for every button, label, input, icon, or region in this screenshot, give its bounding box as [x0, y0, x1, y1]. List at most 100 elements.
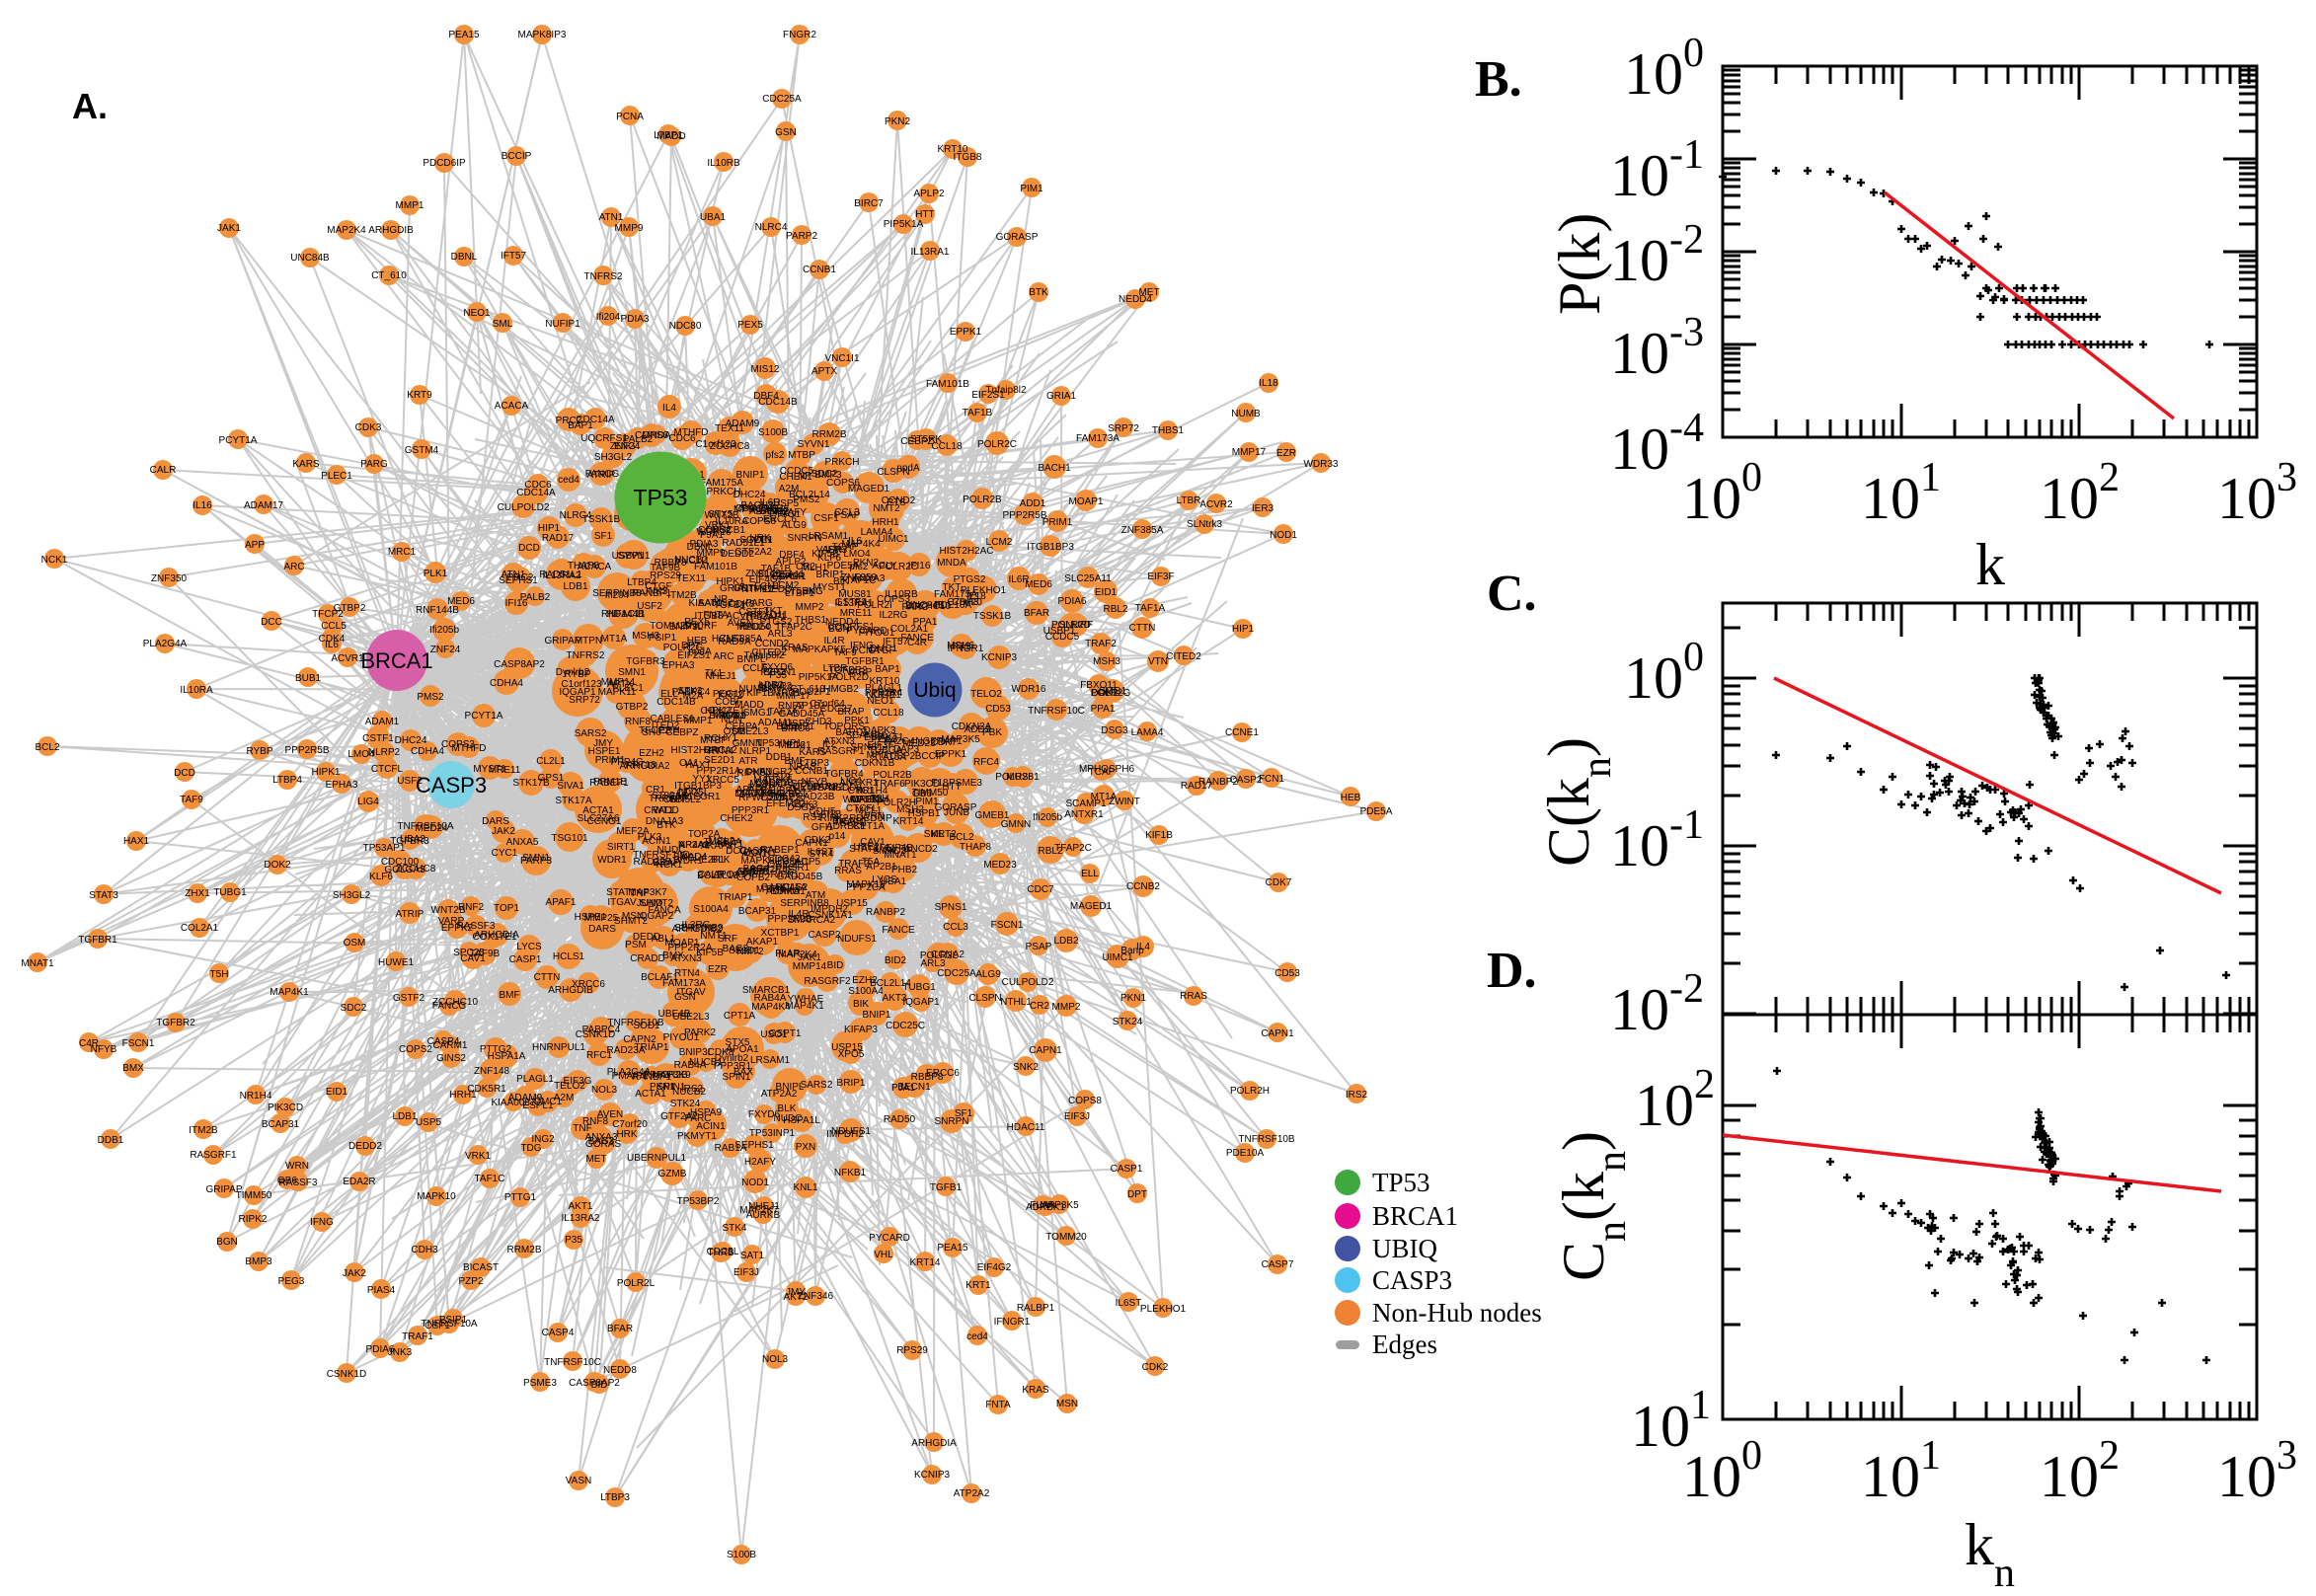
svg-text:RPS29: RPS29 — [650, 570, 681, 581]
svg-text:BCLAF1: BCLAF1 — [641, 972, 678, 983]
svg-text:PARG: PARG — [360, 459, 388, 470]
svg-text:IQGAP1: IQGAP1 — [559, 687, 596, 698]
svg-text:PEA15: PEA15 — [448, 30, 480, 40]
svg-text:HRH1: HRH1 — [449, 1090, 477, 1101]
svg-text:SML: SML — [493, 319, 513, 330]
svg-text:PABPC4: PABPC4 — [672, 687, 711, 698]
svg-text:ADAM17: ADAM17 — [244, 500, 283, 511]
svg-text:HSPE1: HSPE1 — [588, 746, 621, 757]
svg-text:ZNF385A: ZNF385A — [1121, 525, 1164, 536]
svg-text:GTBP2: GTBP2 — [616, 702, 649, 713]
svg-text:KIFAP3: KIFAP3 — [844, 1025, 878, 1035]
svg-text:WRN: WRN — [285, 1161, 309, 1172]
svg-text:ENG: ENG — [614, 441, 636, 452]
svg-text:LYCS: LYCS — [872, 874, 897, 885]
svg-text:GSPT1: GSPT1 — [769, 1028, 802, 1039]
svg-text:PLK1: PLK1 — [424, 569, 448, 579]
svg-text:FAM175A: FAM175A — [934, 589, 977, 600]
svg-text:VRK1: VRK1 — [465, 1151, 492, 1162]
svg-text:P35: P35 — [565, 1235, 582, 1246]
svg-text:TGFBR1: TGFBR1 — [78, 935, 117, 946]
svg-text:THRB: THRB — [707, 1248, 734, 1258]
svg-text:MIS12: MIS12 — [751, 364, 780, 375]
svg-text:ACIN1: ACIN1 — [696, 1121, 726, 1132]
svg-text:BNIP1: BNIP1 — [736, 470, 765, 481]
svg-text:SDC2: SDC2 — [341, 1003, 367, 1014]
svg-text:IL16: IL16 — [193, 500, 212, 511]
svg-text:BIK: BIK — [833, 576, 849, 587]
svg-text:BFAR: BFAR — [607, 1324, 633, 1334]
svg-text:CDK2: CDK2 — [1142, 1362, 1169, 1373]
svg-text:LDB1: LDB1 — [392, 1111, 417, 1122]
svg-text:UBA1: UBA1 — [700, 212, 727, 223]
svg-text:HDAC11: HDAC11 — [1007, 1122, 1045, 1133]
svg-text:RTN4: RTN4 — [708, 746, 733, 757]
svg-text:HCLS1: HCLS1 — [712, 634, 744, 645]
svg-text:RFC1: RFC1 — [586, 1050, 613, 1061]
svg-text:TGFB1: TGFB1 — [930, 1182, 963, 1193]
svg-text:EPPK2: EPPK2 — [441, 923, 474, 934]
svg-text:RAD50: RAD50 — [884, 1114, 916, 1125]
svg-text:A2M: A2M — [554, 1093, 575, 1103]
svg-text:SEPHS1: SEPHS1 — [734, 1140, 774, 1151]
svg-text:AKAP8: AKAP8 — [736, 867, 769, 877]
svg-text:DSG3: DSG3 — [1101, 725, 1128, 736]
svg-text:CCNB1: CCNB1 — [803, 265, 836, 275]
svg-text:PDIA6: PDIA6 — [366, 1344, 395, 1355]
svg-text:BFAR: BFAR — [1024, 608, 1049, 619]
svg-text:WDR1: WDR1 — [597, 855, 627, 866]
svg-text:DAP3: DAP3 — [893, 744, 920, 755]
svg-text:Ifi204: Ifi204 — [596, 312, 621, 323]
svg-text:LAMA4: LAMA4 — [1131, 727, 1164, 738]
svg-text:LMO4: LMO4 — [347, 749, 375, 760]
svg-text:CDK7: CDK7 — [1266, 877, 1292, 888]
svg-text:NDUFS1: NDUFS1 — [831, 1126, 871, 1137]
svg-text:UNC84B: UNC84B — [905, 600, 945, 611]
svg-text:ZNF350: ZNF350 — [151, 573, 188, 584]
svg-text:TNFRS2: TNFRS2 — [584, 271, 623, 282]
svg-text:IL13RA1: IL13RA1 — [911, 247, 950, 258]
svg-text:FANCE: FANCE — [882, 925, 915, 936]
svg-text:BNIPL: BNIPL — [776, 1082, 805, 1093]
svg-text:UBERNPUL1: UBERNPUL1 — [627, 1153, 686, 1164]
svg-text:ATN1: ATN1 — [599, 212, 624, 223]
svg-text:IL10RB: IL10RB — [885, 589, 918, 600]
svg-text:USF2: USF2 — [637, 601, 662, 612]
svg-text:T5H: T5H — [210, 969, 229, 980]
svg-text:CASP1: CASP1 — [1111, 1164, 1143, 1175]
svg-text:NDUFS1: NDUFS1 — [837, 934, 877, 945]
svg-text:MNDA: MNDA — [642, 430, 671, 441]
svg-text:BRCA1: BRCA1 — [360, 648, 432, 673]
svg-text:pfs2: pfs2 — [766, 450, 785, 461]
svg-text:CCL5: CCL5 — [321, 621, 347, 632]
svg-text:GRIA1: GRIA1 — [720, 583, 749, 594]
svg-text:POLR2B: POLR2B — [963, 494, 1002, 505]
svg-text:BIRC6: BIRC6 — [781, 723, 811, 734]
svg-text:MTBP: MTBP — [788, 450, 815, 461]
svg-text:CDC5L: CDC5L — [677, 788, 710, 798]
svg-text:STK24: STK24 — [1113, 1017, 1143, 1027]
svg-text:NOD1: NOD1 — [741, 1178, 769, 1188]
svg-text:ANTXR1: ANTXR1 — [1064, 809, 1104, 820]
svg-text:RFC4: RFC4 — [973, 757, 1000, 768]
svg-text:TNFRSF10A: TNFRSF10A — [421, 1319, 478, 1330]
svg-text:PEG3: PEG3 — [278, 1276, 305, 1287]
svg-text:DPT: DPT — [1127, 1189, 1147, 1200]
svg-text:DEDD2: DEDD2 — [348, 1141, 382, 1152]
svg-text:LYCS: LYCS — [516, 942, 542, 952]
svg-text:LDB1: LDB1 — [563, 581, 587, 592]
svg-text:TNFRSF10B: TNFRSF10B — [1238, 1134, 1295, 1145]
svg-text:CAPN1: CAPN1 — [795, 838, 828, 849]
svg-text:CAPN1: CAPN1 — [1261, 1028, 1294, 1039]
svg-text:IL2RG: IL2RG — [880, 610, 908, 621]
svg-text:BICAST: BICAST — [463, 1262, 499, 1273]
svg-text:SIRT1: SIRT1 — [607, 842, 636, 853]
svg-text:IL13RA2: IL13RA2 — [543, 570, 581, 581]
svg-text:EZH2: EZH2 — [639, 748, 664, 759]
svg-text:ARHGDIA2: ARHGDIA2 — [619, 761, 670, 772]
svg-text:FCN1: FCN1 — [1259, 774, 1285, 785]
svg-text:MED6: MED6 — [447, 596, 475, 607]
svg-text:TSG101: TSG101 — [551, 833, 588, 844]
svg-text:BCAP31: BCAP31 — [262, 1119, 300, 1130]
svg-text:SLNtrk3: SLNtrk3 — [1187, 519, 1223, 530]
